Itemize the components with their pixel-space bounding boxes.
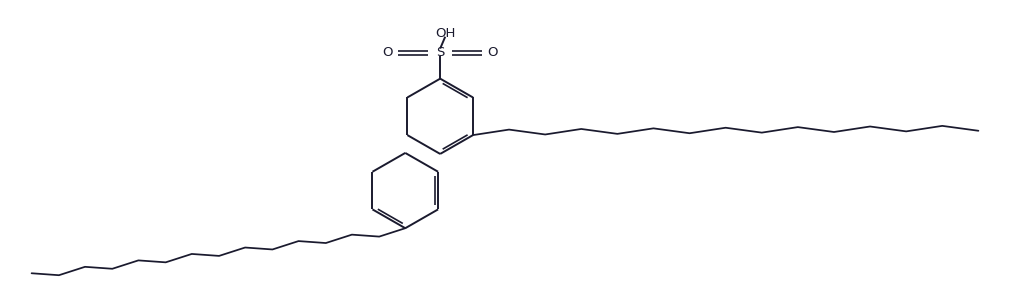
Text: S: S — [436, 46, 444, 59]
Text: OH: OH — [435, 27, 456, 40]
Text: O: O — [487, 46, 498, 59]
Text: O: O — [383, 46, 393, 59]
